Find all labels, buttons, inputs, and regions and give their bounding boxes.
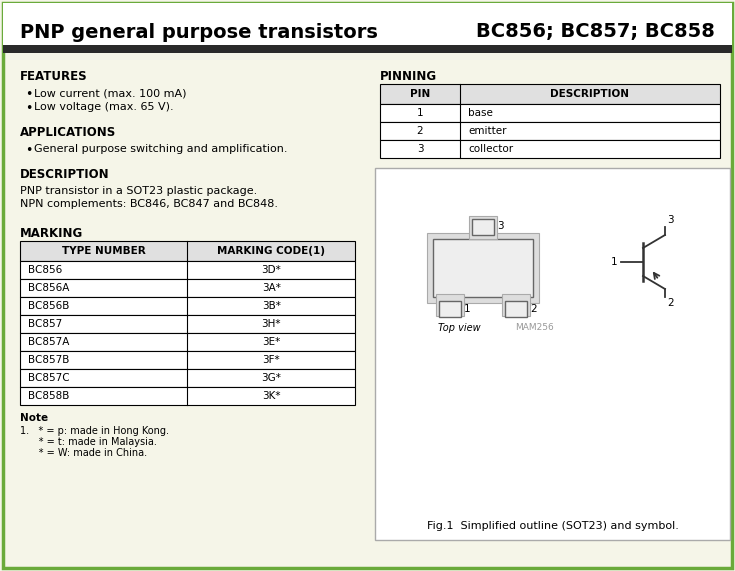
Text: MARKING: MARKING bbox=[20, 227, 83, 240]
Text: •: • bbox=[25, 88, 32, 101]
Text: FEATURES: FEATURES bbox=[20, 70, 87, 83]
Bar bbox=[20, 261, 355, 279]
Bar bbox=[505, 301, 527, 317]
Text: 1: 1 bbox=[417, 108, 423, 118]
Bar bbox=[433, 239, 533, 297]
Text: Note: Note bbox=[20, 413, 48, 423]
Text: 1: 1 bbox=[464, 304, 470, 314]
Text: Low voltage (max. 65 V).: Low voltage (max. 65 V). bbox=[34, 102, 173, 112]
Bar bbox=[380, 84, 720, 104]
Bar bbox=[20, 279, 355, 297]
Text: Top view: Top view bbox=[438, 323, 481, 333]
Bar bbox=[472, 219, 494, 235]
Text: 3: 3 bbox=[497, 221, 503, 231]
Text: PNP transistor in a SOT23 plastic package.: PNP transistor in a SOT23 plastic packag… bbox=[20, 186, 257, 196]
Bar bbox=[20, 387, 355, 405]
Bar bbox=[380, 140, 720, 158]
Text: APPLICATIONS: APPLICATIONS bbox=[20, 126, 116, 139]
Text: BC856; BC857; BC858: BC856; BC857; BC858 bbox=[476, 22, 715, 42]
Bar bbox=[439, 301, 461, 317]
Text: 2: 2 bbox=[417, 126, 423, 136]
Text: collector: collector bbox=[468, 144, 513, 154]
Bar bbox=[3, 45, 732, 53]
Text: BC858B: BC858B bbox=[28, 391, 69, 401]
Text: DESCRIPTION: DESCRIPTION bbox=[551, 89, 629, 99]
Bar bbox=[3, 3, 732, 45]
Text: BC856B: BC856B bbox=[28, 301, 69, 311]
Text: BC857: BC857 bbox=[28, 319, 62, 329]
Text: BC857A: BC857A bbox=[28, 337, 69, 347]
Text: base: base bbox=[468, 108, 493, 118]
Bar bbox=[469, 216, 497, 239]
Text: 2: 2 bbox=[667, 298, 673, 308]
Text: •: • bbox=[25, 102, 32, 115]
Text: emitter: emitter bbox=[468, 126, 506, 136]
Text: 3G*: 3G* bbox=[262, 373, 282, 383]
Bar bbox=[502, 294, 530, 316]
Text: * = t: made in Malaysia.: * = t: made in Malaysia. bbox=[20, 437, 157, 447]
Text: MARKING CODE(1): MARKING CODE(1) bbox=[218, 246, 326, 256]
Text: 2: 2 bbox=[530, 304, 537, 314]
Bar bbox=[20, 369, 355, 387]
Text: General purpose switching and amplification.: General purpose switching and amplificat… bbox=[34, 144, 287, 154]
Bar bbox=[20, 297, 355, 315]
Bar bbox=[20, 333, 355, 351]
Bar bbox=[375, 168, 730, 540]
Text: PINNING: PINNING bbox=[380, 70, 437, 83]
Bar bbox=[380, 104, 720, 122]
Text: 3H*: 3H* bbox=[262, 319, 281, 329]
Text: 3K*: 3K* bbox=[262, 391, 281, 401]
Text: 3A*: 3A* bbox=[262, 283, 281, 293]
Text: BC857B: BC857B bbox=[28, 355, 69, 365]
Text: 3D*: 3D* bbox=[262, 265, 281, 275]
Text: 1.   * = p: made in Hong Kong.: 1. * = p: made in Hong Kong. bbox=[20, 426, 169, 436]
Bar bbox=[20, 351, 355, 369]
Text: 3F*: 3F* bbox=[262, 355, 280, 365]
Text: Low current (max. 100 mA): Low current (max. 100 mA) bbox=[34, 88, 187, 98]
Text: 3B*: 3B* bbox=[262, 301, 281, 311]
Text: TYPE NUMBER: TYPE NUMBER bbox=[62, 246, 146, 256]
Text: BC856: BC856 bbox=[28, 265, 62, 275]
Text: 3: 3 bbox=[667, 215, 673, 225]
Text: NPN complements: BC846, BC847 and BC848.: NPN complements: BC846, BC847 and BC848. bbox=[20, 199, 278, 209]
Bar bbox=[20, 241, 355, 261]
Text: DESCRIPTION: DESCRIPTION bbox=[20, 168, 110, 181]
Bar bbox=[380, 122, 720, 140]
Text: 1: 1 bbox=[610, 257, 617, 267]
Text: BC856A: BC856A bbox=[28, 283, 69, 293]
Bar bbox=[436, 294, 464, 316]
Bar bbox=[427, 233, 539, 303]
Text: •: • bbox=[25, 144, 32, 157]
Text: Fig.1  Simplified outline (SOT23) and symbol.: Fig.1 Simplified outline (SOT23) and sym… bbox=[426, 521, 678, 531]
Text: PIN: PIN bbox=[410, 89, 430, 99]
Text: 3: 3 bbox=[417, 144, 423, 154]
Text: MAM256: MAM256 bbox=[515, 323, 553, 332]
Text: BC857C: BC857C bbox=[28, 373, 70, 383]
Text: 3E*: 3E* bbox=[262, 337, 280, 347]
Text: PNP general purpose transistors: PNP general purpose transistors bbox=[20, 22, 378, 42]
Bar bbox=[20, 315, 355, 333]
Text: * = W: made in China.: * = W: made in China. bbox=[20, 448, 147, 458]
